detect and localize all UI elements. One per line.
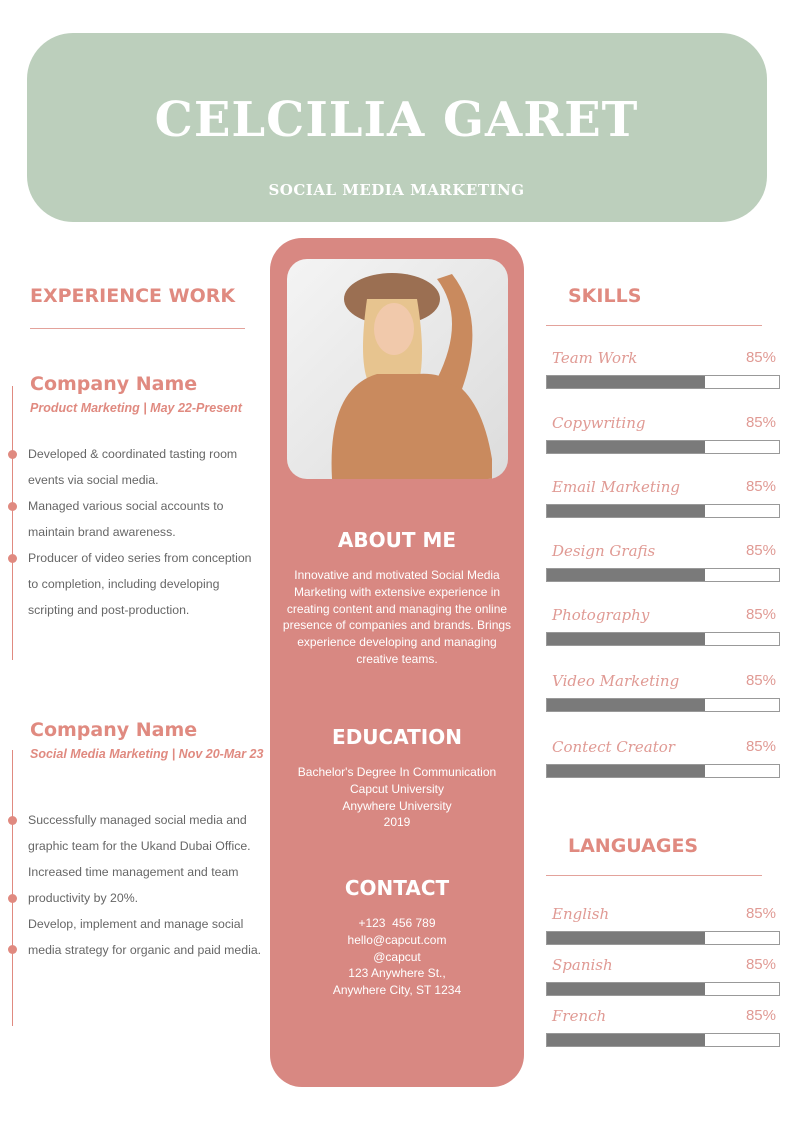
progress-fill — [547, 932, 705, 944]
divider — [546, 875, 762, 876]
about-heading: ABOUT ME — [337, 528, 457, 552]
progress-fill — [547, 699, 705, 711]
about-text: Innovative and motivated Social Media Ma… — [282, 568, 512, 666]
profile-photo — [287, 259, 508, 479]
progress-bar — [546, 632, 780, 646]
divider — [546, 325, 762, 326]
education-degree: Bachelor's Degree In Communication — [297, 765, 497, 779]
job-title-dates: Social Media Marketing | Nov 20-Mar 23 — [30, 747, 264, 761]
bullet-dot-icon — [8, 554, 17, 563]
skill-label: Email Marketing — [552, 478, 681, 496]
progress-fill — [547, 376, 705, 388]
job-bullet: Successfully managed social media and gr… — [28, 813, 251, 853]
job-bullets: Successfully managed social media and gr… — [28, 807, 263, 963]
percent-label: 85% — [745, 672, 776, 689]
contact-address-line2: Anywhere City, ST 1234 — [332, 983, 462, 998]
job-bullet: Producer of video series from conception… — [28, 551, 252, 617]
education-details: Bachelor's Degree In Communication Capcu… — [282, 764, 512, 831]
percent-label: 85% — [745, 905, 776, 922]
language-label: French — [552, 1007, 607, 1025]
progress-bar — [546, 504, 780, 518]
skill-label: Contect Creator — [552, 738, 675, 756]
percent-label: 85% — [745, 349, 776, 366]
percent-label: 85% — [745, 606, 776, 623]
experience-heading: EXPERIENCE WORK — [30, 285, 236, 307]
contact-social: @capcut — [373, 949, 421, 964]
progress-fill — [547, 983, 705, 995]
skill-label: Copywriting — [552, 414, 646, 432]
job-company: Company Name — [30, 373, 198, 395]
progress-bar — [546, 568, 780, 582]
skill-label: Team Work — [552, 349, 638, 367]
timeline-line — [12, 386, 13, 660]
progress-fill — [547, 633, 705, 645]
progress-fill — [547, 1034, 705, 1046]
candidate-role: SOCIAL MEDIA MARKETING — [268, 181, 525, 199]
divider — [30, 328, 245, 329]
progress-bar — [546, 375, 780, 389]
progress-bar — [546, 764, 780, 778]
percent-label: 85% — [745, 414, 776, 431]
progress-fill — [547, 569, 705, 581]
bullet-dot-icon — [8, 894, 17, 903]
languages-heading: LANGUAGES — [568, 835, 699, 857]
contact-heading: CONTACT — [344, 876, 450, 900]
percent-label: 85% — [745, 738, 776, 755]
job-company: Company Name — [30, 719, 198, 741]
progress-fill — [547, 441, 705, 453]
job-bullet: Increased time management and team produ… — [28, 865, 239, 905]
bullet-dot-icon — [8, 945, 17, 954]
education-location: Anywhere University — [342, 798, 452, 813]
header-banner — [27, 33, 767, 222]
bullet-dot-icon — [8, 450, 17, 459]
bullet-dot-icon — [8, 816, 17, 825]
contact-address-line1: 123 Anywhere St., — [348, 966, 446, 981]
percent-label: 85% — [745, 542, 776, 559]
progress-bar — [546, 1033, 780, 1047]
percent-label: 85% — [745, 1007, 776, 1024]
education-heading: EDUCATION — [332, 725, 462, 749]
candidate-name: CELCILIA GARET — [154, 92, 639, 148]
skill-label: Design Grafis — [552, 542, 656, 560]
job-bullets: Developed & coordinated tasting room eve… — [28, 441, 263, 623]
language-label: Spanish — [552, 956, 613, 974]
timeline-line — [12, 750, 13, 1026]
progress-bar — [546, 982, 780, 996]
progress-bar — [546, 440, 780, 454]
progress-bar — [546, 931, 780, 945]
contact-email: hello@capcut.com — [347, 932, 447, 947]
job-bullet: Developed & coordinated tasting room eve… — [28, 447, 238, 487]
bullet-dot-icon — [8, 502, 17, 511]
skills-heading: SKILLS — [568, 285, 642, 307]
job-bullet: Develop, implement and manage social med… — [28, 917, 262, 957]
contact-details: +123 456 789 hello@capcut.com @capcut 12… — [282, 915, 512, 999]
progress-fill — [547, 505, 705, 517]
job-bullet: Managed various social accounts to maint… — [28, 499, 224, 539]
progress-bar — [546, 698, 780, 712]
skill-label: Video Marketing — [552, 672, 680, 690]
percent-label: 85% — [745, 478, 776, 495]
job-title-dates: Product Marketing | May 22-Present — [30, 401, 242, 415]
contact-phone: +123 456 789 — [358, 916, 436, 930]
percent-label: 85% — [745, 956, 776, 973]
education-school: Capcut University — [349, 781, 445, 796]
language-label: English — [552, 905, 610, 923]
education-year: 2019 — [383, 815, 411, 830]
skill-label: Photography — [552, 606, 650, 624]
progress-fill — [547, 765, 705, 777]
